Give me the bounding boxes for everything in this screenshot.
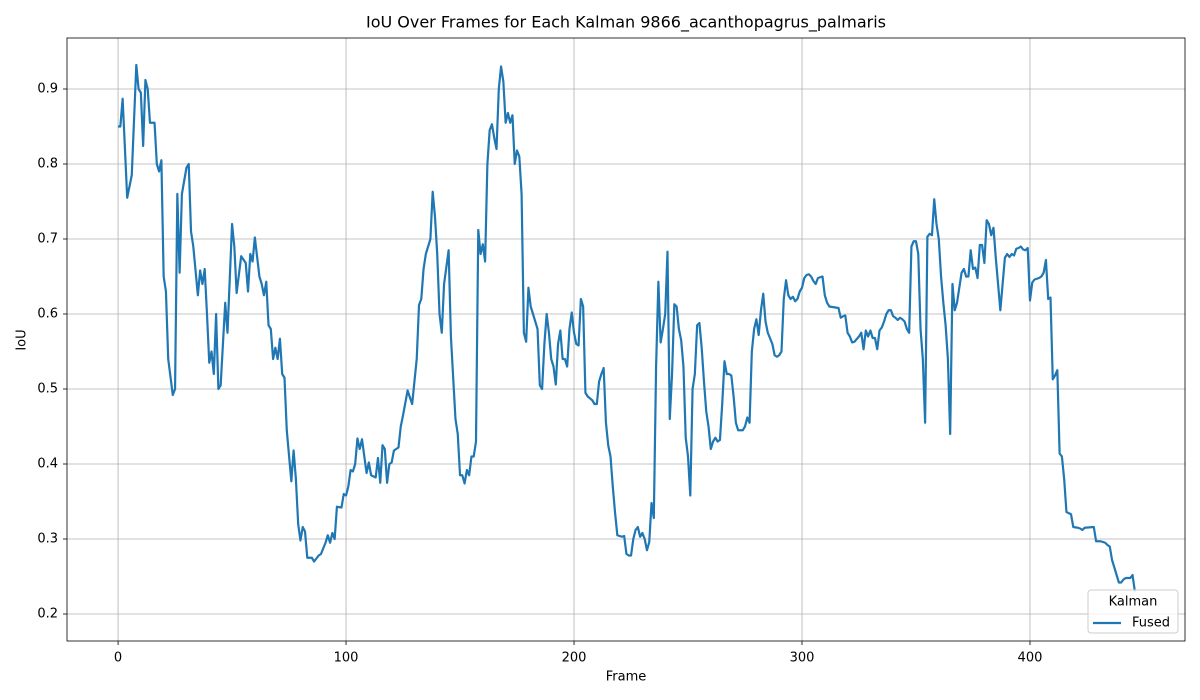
y-tick-label: 0.2 bbox=[37, 607, 58, 622]
legend-label: Fused bbox=[1132, 616, 1170, 631]
y-tick-label: 0.8 bbox=[37, 157, 58, 172]
y-tick-label: 0.4 bbox=[37, 457, 58, 472]
grid bbox=[67, 38, 1185, 641]
x-tick-label: 100 bbox=[334, 651, 359, 666]
plot-frame bbox=[66, 37, 1186, 642]
plot-area bbox=[118, 63, 1136, 592]
y-tick-label: 0.7 bbox=[37, 232, 58, 247]
x-axis-label: Frame bbox=[606, 670, 647, 685]
legend: Kalman Fused bbox=[1087, 589, 1179, 634]
y-tick-label: 0.6 bbox=[37, 307, 58, 322]
x-tick-label: 0 bbox=[114, 651, 122, 666]
chart-title: IoU Over Frames for Each Kalman 9866_aca… bbox=[366, 13, 886, 33]
data-line bbox=[118, 63, 1136, 592]
y-axis-label: IoU bbox=[15, 329, 30, 350]
y-tick-label: 0.3 bbox=[37, 532, 58, 547]
x-tick-label: 400 bbox=[1018, 651, 1043, 666]
legend-title: Kalman bbox=[1109, 595, 1158, 610]
x-tick-label: 200 bbox=[562, 651, 587, 666]
x-tick-label: 300 bbox=[790, 651, 815, 666]
y-tick-label: 0.5 bbox=[37, 382, 58, 397]
y-tick-label: 0.9 bbox=[37, 82, 58, 97]
